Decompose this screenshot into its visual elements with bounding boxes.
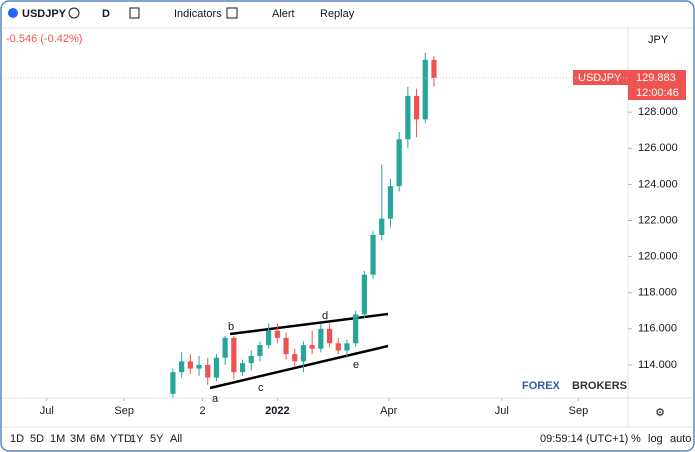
- candle-body: [213, 357, 220, 378]
- x-tick-label: Jul: [495, 405, 509, 417]
- indicators[interactable]: Indicators: [174, 8, 222, 20]
- candle-body: [187, 361, 193, 369]
- candle-body: [274, 330, 280, 338]
- wave-label: d: [322, 310, 328, 322]
- y-tick-label: 122.000: [638, 214, 678, 226]
- candle-body: [222, 337, 228, 358]
- candle-body: [413, 95, 420, 120]
- interval[interactable]: D: [102, 8, 110, 20]
- x-tick-label: Jul: [40, 405, 54, 417]
- candle-body: [335, 343, 341, 351]
- change: -0.546 (-0.42%): [6, 33, 82, 45]
- candle-body: [231, 337, 237, 373]
- candle-body: [326, 328, 333, 344]
- candle-body: [344, 343, 350, 351]
- layouts-icon[interactable]: [226, 7, 238, 19]
- range-button[interactable]: All: [170, 433, 182, 445]
- watermark: BROKERS: [572, 380, 627, 392]
- chart: [5, 52, 628, 398]
- clock: 09:59:14 (UTC+1): [540, 433, 628, 445]
- x-tick-label: Sep: [569, 405, 589, 417]
- watermark: FOREX: [522, 380, 561, 392]
- candle-body: [170, 372, 176, 394]
- wave-label: e: [353, 359, 359, 371]
- settings[interactable]: ⚙: [655, 407, 665, 419]
- symbol-tag-text: USDJPY: [578, 72, 622, 84]
- trendline: [229, 312, 389, 336]
- y-tick-label: 126.000: [638, 142, 678, 154]
- y-tick-label: 124.000: [638, 178, 678, 190]
- price-tag-text: 129.883: [636, 72, 676, 84]
- range-button[interactable]: 5Y: [150, 433, 164, 445]
- percent[interactable]: %: [631, 433, 641, 445]
- symbol-tag: [573, 70, 628, 85]
- range-button[interactable]: 1D: [10, 433, 24, 445]
- candle-body: [370, 234, 376, 275]
- candle-body: [431, 59, 437, 78]
- candle-body: [205, 364, 211, 378]
- price-tag: [628, 70, 686, 100]
- candle-body: [405, 95, 411, 140]
- candle-body: [292, 354, 298, 362]
- candle-body: [266, 330, 272, 346]
- x-tick-label: Sep: [114, 405, 134, 417]
- candle-body: [422, 59, 428, 120]
- auto[interactable]: auto: [670, 433, 691, 445]
- y-tick-label: 116.000: [638, 323, 677, 335]
- candle-body: [179, 361, 185, 373]
- candle-body: [300, 345, 307, 362]
- candle-body: [257, 345, 263, 356]
- candle-body: [387, 186, 394, 219]
- candle-body: [309, 345, 315, 349]
- candle-body: [196, 364, 202, 369]
- range-button[interactable]: 3M: [70, 433, 85, 445]
- y-tick-label: 114.000: [638, 359, 677, 371]
- x-tick-label: 2022: [265, 405, 289, 417]
- wave-label: b: [228, 321, 234, 333]
- replay[interactable]: Replay: [320, 8, 355, 20]
- candle-body: [361, 274, 367, 315]
- countdown: 12:00:46: [636, 87, 679, 99]
- range-button[interactable]: 1M: [50, 433, 65, 445]
- candle-body: [379, 218, 385, 235]
- candle-body: [353, 314, 359, 344]
- range-button[interactable]: 6M: [90, 433, 105, 445]
- x-tick-label: 2: [199, 405, 205, 417]
- log[interactable]: log: [648, 433, 663, 445]
- range-button[interactable]: 5D: [30, 433, 44, 445]
- x-tick-label: Apr: [380, 405, 397, 417]
- y-tick-label: 120.000: [638, 251, 678, 263]
- range-button[interactable]: YTD: [110, 433, 132, 445]
- trendline: [209, 344, 389, 390]
- add-symbol[interactable]: [68, 7, 80, 19]
- wave-label: c: [258, 382, 264, 394]
- range-button[interactable]: 1Y: [130, 433, 144, 445]
- candle-body: [239, 363, 246, 373]
- y-tick-label: 128.000: [638, 106, 678, 118]
- alert[interactable]: Alert: [272, 8, 295, 20]
- symbol-icon: [8, 8, 18, 18]
- candle-body: [283, 337, 289, 355]
- candle-body: [318, 328, 324, 349]
- candle-body: [396, 139, 402, 187]
- y-tick-label: 118.000: [638, 287, 677, 299]
- axis-corner: JPY: [648, 34, 669, 46]
- bars-icon[interactable]: [129, 7, 140, 19]
- wave-label: a: [212, 393, 219, 405]
- symbol[interactable]: USDJPY: [22, 8, 67, 20]
- candle-body: [248, 355, 254, 364]
